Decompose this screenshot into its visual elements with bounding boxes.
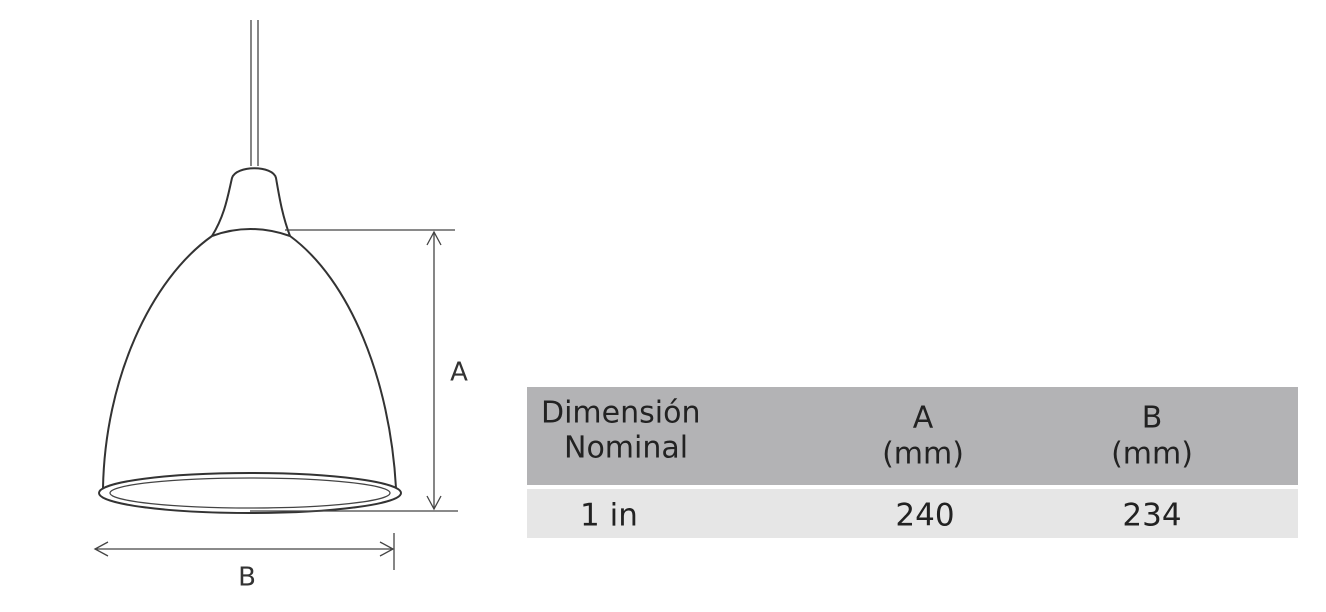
dimension-b: B	[93, 533, 395, 593]
arrow	[426, 230, 442, 511]
dimension-a: A	[250, 229, 468, 512]
header-cell: (mm)	[882, 437, 964, 472]
header-cell: A	[913, 401, 934, 436]
body-cell: 234	[1122, 498, 1181, 534]
lamp-rim	[98, 472, 402, 514]
header-cell: B	[1142, 401, 1163, 436]
arrow	[93, 541, 395, 557]
dimension-label: A	[450, 358, 468, 388]
body-cell: 1 in	[580, 498, 638, 534]
header-cell: Dimensión	[541, 396, 700, 431]
body-row	[527, 489, 1298, 538]
dimension-label: B	[238, 563, 256, 593]
header-cell: (mm)	[1111, 437, 1193, 472]
lamp-neck	[211, 167, 291, 237]
header-cell: Nominal	[564, 431, 688, 466]
lamp-drawing	[98, 20, 402, 514]
header-row	[527, 387, 1298, 485]
lamp-shade	[102, 235, 397, 489]
body-cell: 240	[895, 498, 954, 534]
lamp-rim-inner	[109, 477, 391, 509]
lamp-collar	[211, 228, 291, 237]
